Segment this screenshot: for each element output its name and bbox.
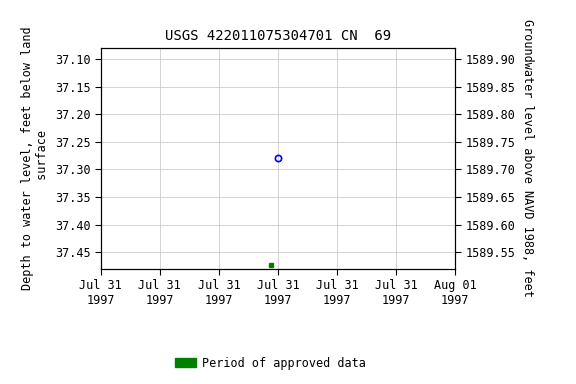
Y-axis label: Depth to water level, feet below land
 surface: Depth to water level, feet below land su… [21,26,49,290]
Legend: Period of approved data: Period of approved data [170,352,371,374]
Y-axis label: Groundwater level above NAVD 1988, feet: Groundwater level above NAVD 1988, feet [521,20,534,297]
Title: USGS 422011075304701 CN  69: USGS 422011075304701 CN 69 [165,29,391,43]
